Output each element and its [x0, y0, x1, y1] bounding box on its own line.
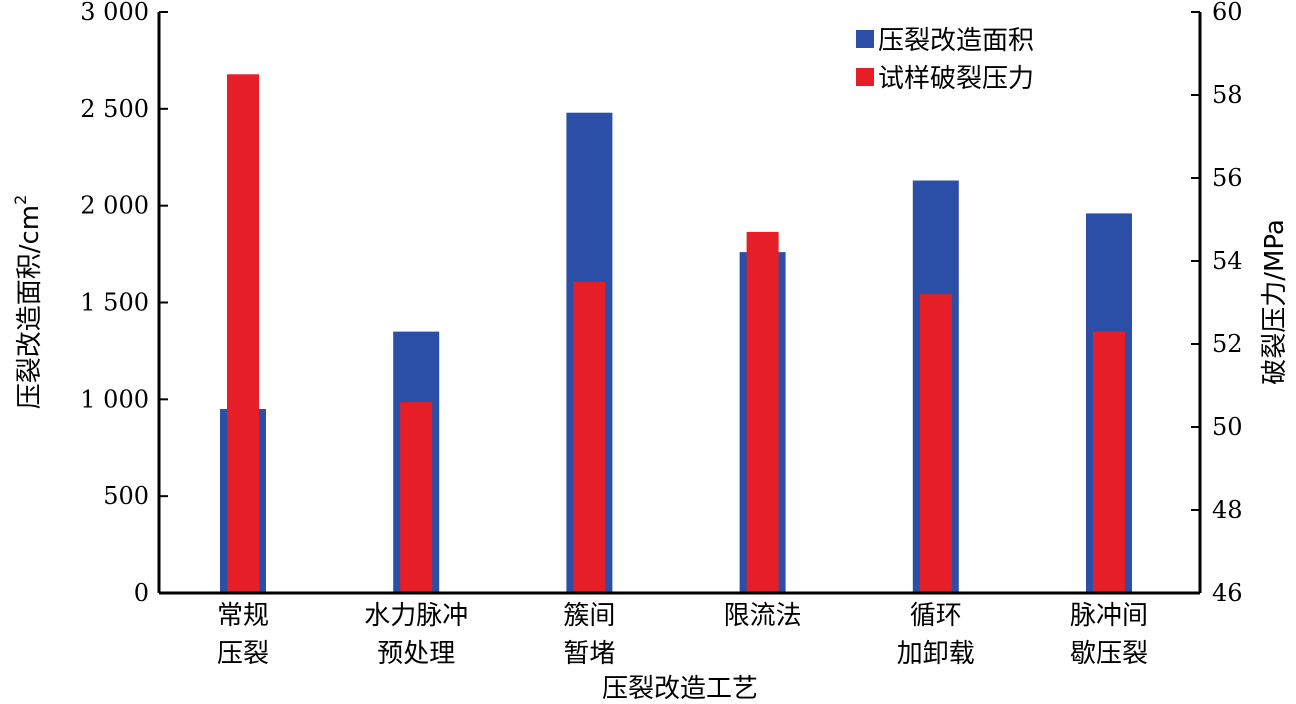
category-label: 脉冲间 [1070, 601, 1148, 631]
y-axis-left-title-sup: 2 [11, 195, 30, 205]
legend-swatch-pressure [856, 68, 874, 86]
category-label: 加卸载 [897, 639, 975, 669]
right-ticks: 46 48 50 52 54 56 58 60 [1191, 0, 1243, 607]
category-label: 常规 [217, 601, 269, 631]
y-axis-left-title: 压裂改造面积/cm2 [11, 195, 45, 410]
category-label: 预处理 [377, 639, 455, 669]
y-axis-left-title-main: 压裂改造面积/cm [15, 205, 45, 409]
category-label: 循环 [910, 601, 962, 631]
x-axis-title: 压裂改造工艺 [602, 674, 758, 704]
left-tick-label: 500 [103, 482, 149, 510]
area-bars [220, 112, 1132, 593]
category-label: 压裂 [217, 639, 269, 669]
right-tick-label: 58 [1212, 81, 1243, 109]
left-tick-label: 1 500 [80, 289, 149, 317]
right-tick-label: 60 [1212, 0, 1243, 26]
right-tick-label: 52 [1212, 330, 1243, 358]
pressure-bar [400, 402, 433, 593]
left-tick-label: 3 000 [80, 0, 149, 26]
legend-swatch-area [856, 30, 874, 48]
left-ticks: 0 500 1 000 1 500 2 000 2 500 3 000 [80, 0, 168, 607]
legend-label-area: 压裂改造面积 [878, 26, 1034, 56]
category-label: 歇压裂 [1070, 639, 1148, 669]
pressure-bar [1093, 331, 1125, 593]
pressure-bars [227, 74, 1125, 594]
category-label: 限流法 [724, 601, 802, 631]
left-tick-label: 0 [134, 579, 149, 607]
y-axis-left-title-text: 压裂改造面积/cm2 [11, 195, 45, 410]
pressure-bar [573, 281, 606, 594]
legend: 压裂改造面积 试样破裂压力 [856, 26, 1034, 94]
y-axis-right-title: 破裂压力/MPa [1260, 219, 1290, 385]
legend-label-pressure: 试样破裂压力 [878, 64, 1034, 94]
left-tick-label: 2 500 [80, 95, 149, 123]
axes [157, 12, 1202, 595]
right-tick-label: 50 [1212, 413, 1243, 441]
category-label: 暂堵 [563, 639, 615, 669]
right-tick-label: 48 [1212, 496, 1243, 524]
pressure-bar [227, 74, 259, 594]
left-tick-label: 1 000 [80, 385, 149, 413]
category-label: 水力脉冲 [364, 601, 468, 631]
right-tick-label: 56 [1212, 164, 1243, 192]
y-axis-right-title-text: 破裂压力/MPa [1260, 219, 1290, 385]
right-tick-label: 46 [1212, 579, 1243, 607]
pressure-bar [919, 294, 952, 593]
right-tick-label: 54 [1212, 247, 1243, 275]
left-tick-label: 2 000 [80, 192, 149, 220]
category-label: 簇间 [563, 601, 615, 631]
pressure-bar [746, 231, 779, 593]
